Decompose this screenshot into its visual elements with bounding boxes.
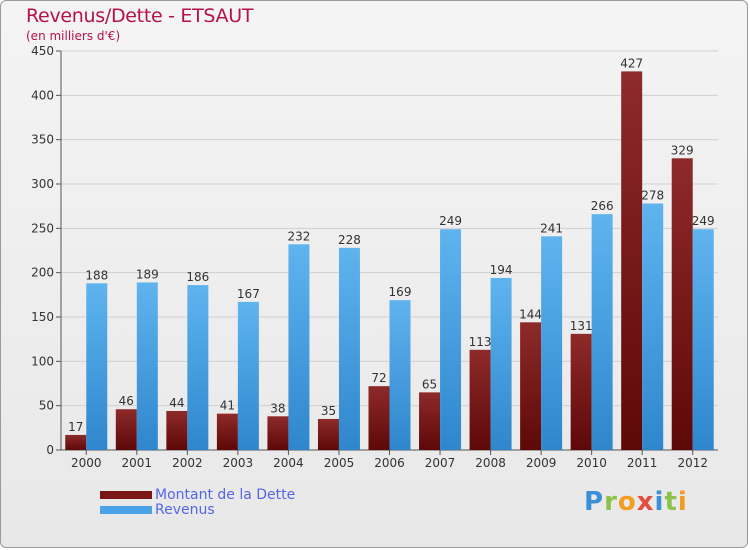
legend-swatch-dette [100,490,152,499]
bar-dette [65,434,87,450]
legend-label-dette: Montant de la Dette [155,486,296,503]
bar-revenus [591,214,613,450]
bar-revenus [490,277,512,450]
bar-dette [115,409,137,450]
bar-dette [317,418,339,450]
data-label-dette: 35 [321,404,336,418]
y-tick-label: 350 [31,133,54,147]
data-label-revenus: 167 [237,287,260,301]
bar-revenus [541,236,563,450]
x-tick-label: 2008 [475,456,506,470]
logo-letter: i [677,487,688,517]
data-label-dette: 46 [119,394,134,408]
x-tick-label: 2002 [172,456,203,470]
data-label-dette: 131 [570,319,593,333]
data-label-revenus: 188 [85,268,108,282]
logo-letter: r [604,487,618,517]
bar-revenus [440,229,462,450]
data-label-revenus: 241 [540,221,563,235]
x-tick-label: 2009 [526,456,557,470]
y-tick-label: 300 [31,177,54,191]
x-tick-label: 2000 [71,456,102,470]
x-tick-label: 2006 [374,456,405,470]
bar-revenus [288,244,310,450]
x-tick-label: 2010 [576,456,607,470]
data-label-revenus: 194 [490,263,513,277]
bar-dette [216,413,238,450]
data-label-revenus: 228 [338,233,361,247]
bar-dette [469,349,491,450]
data-label-revenus: 249 [692,214,715,228]
chart-subtitle: (en milliers d'€) [26,29,121,43]
data-label-dette: 38 [270,401,285,415]
data-label-revenus: 232 [287,229,310,243]
legend-item-revenus: Revenus [100,501,295,518]
data-label-dette: 17 [68,420,83,434]
y-tick-label: 250 [31,221,54,235]
y-tick-label: 0 [46,443,54,457]
data-label-revenus: 278 [641,189,664,203]
x-tick-label: 2012 [677,456,708,470]
logo-letter: x [636,487,655,517]
legend-label-revenus: Revenus [155,501,215,518]
bar-dette [570,333,592,450]
chart-title: Revenus/Dette - ETSAUT [26,5,254,27]
data-label-revenus: 186 [186,270,209,284]
bar-dette [419,392,441,450]
data-label-revenus: 266 [591,199,614,213]
logo-letter: i [654,487,665,517]
logo-letter: t [664,487,678,517]
data-label-dette: 44 [169,396,184,410]
legend: Montant de la Dette Revenus [100,486,296,518]
data-label-dette: 144 [519,307,542,321]
bar-dette [166,410,188,450]
data-label-dette: 427 [620,56,643,70]
bar-revenus [237,301,259,450]
y-tick-label: 50 [39,399,54,413]
bar-revenus [692,229,714,450]
bar-dette [267,416,289,450]
data-label-dette: 72 [371,371,386,385]
bar-dette [621,71,643,450]
bar-revenus [86,283,108,450]
bar-revenus [389,300,411,450]
x-tick-label: 2004 [273,456,304,470]
legend-item-dette: Montant de la Dette [100,486,296,503]
proxiti-logo: Proxiti [584,487,688,517]
logo-letter: P [584,487,605,517]
x-tick-label: 2011 [627,456,658,470]
x-tick-label: 2005 [324,456,355,470]
y-tick-label: 400 [31,88,54,102]
data-label-dette: 113 [469,335,492,349]
bar-revenus [187,285,209,450]
bar-dette [520,322,542,450]
bar-revenus [642,203,664,450]
bar-dette [368,386,390,450]
bar-revenus [136,282,158,450]
data-label-revenus: 249 [439,214,462,228]
data-label-revenus: 169 [389,285,412,299]
data-label-revenus: 189 [136,267,159,281]
y-tick-label: 200 [31,266,54,280]
y-tick-label: 150 [31,310,54,324]
data-label-dette: 65 [422,377,437,391]
x-tick-label: 2003 [223,456,254,470]
data-label-dette: 329 [671,143,694,157]
data-label-dette: 41 [220,399,235,413]
bar-dette [671,158,693,450]
x-tick-label: 2007 [425,456,456,470]
x-tick-label: 2001 [122,456,153,470]
bar-revenus [338,247,360,450]
legend-swatch-revenus [100,505,152,514]
y-tick-label: 450 [31,44,54,58]
logo-letter: o [617,487,637,517]
y-tick-label: 100 [31,354,54,368]
